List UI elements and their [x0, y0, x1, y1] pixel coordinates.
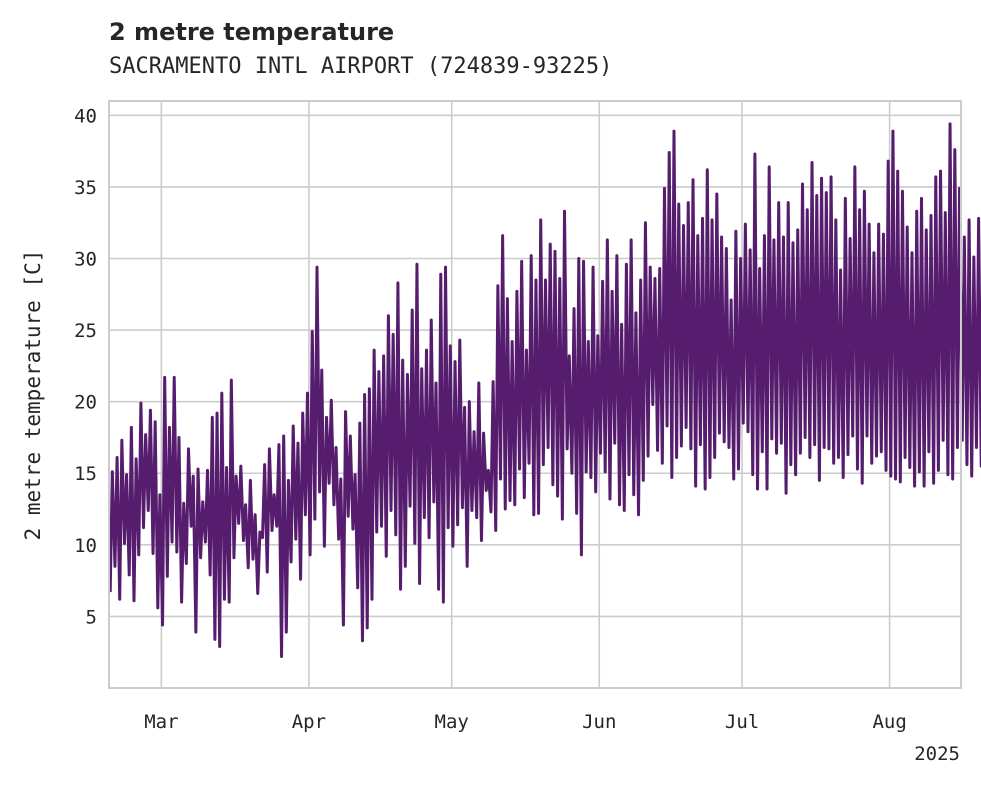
y-tick-label: 5 — [86, 606, 97, 628]
x-tick-label: Mar — [144, 711, 178, 733]
x-tick-label: Apr — [292, 711, 326, 733]
y-axis-label: 2 metre temperature [C] — [21, 250, 45, 541]
plot-frame — [108, 100, 962, 689]
chart-subtitle: SACRAMENTO INTL AIRPORT (724839-93225) — [109, 54, 612, 79]
series-line — [108, 122, 981, 658]
y-tick-label: 15 — [74, 463, 97, 485]
x-tick-label: Jun — [582, 711, 616, 733]
y-tick-label: 35 — [74, 177, 97, 199]
x-tick-label: Aug — [872, 711, 906, 733]
y-tick-labels: 5 10 15 20 25 30 35 40 — [74, 105, 97, 628]
chart-title: 2 metre temperature — [109, 18, 394, 46]
y-tick-label: 10 — [74, 535, 97, 557]
y-tick-label: 20 — [74, 392, 97, 414]
y-tick-label: 30 — [74, 248, 97, 270]
y-tick-label: 25 — [74, 320, 97, 342]
y-tick-label: 40 — [74, 105, 97, 127]
year-label: 2025 — [914, 743, 960, 765]
x-tick-labels: Mar Apr May Jun Jul Aug — [144, 711, 907, 733]
x-tick-label: May — [435, 711, 469, 733]
x-tick-label: Jul — [725, 711, 759, 733]
data-lines — [108, 122, 981, 658]
